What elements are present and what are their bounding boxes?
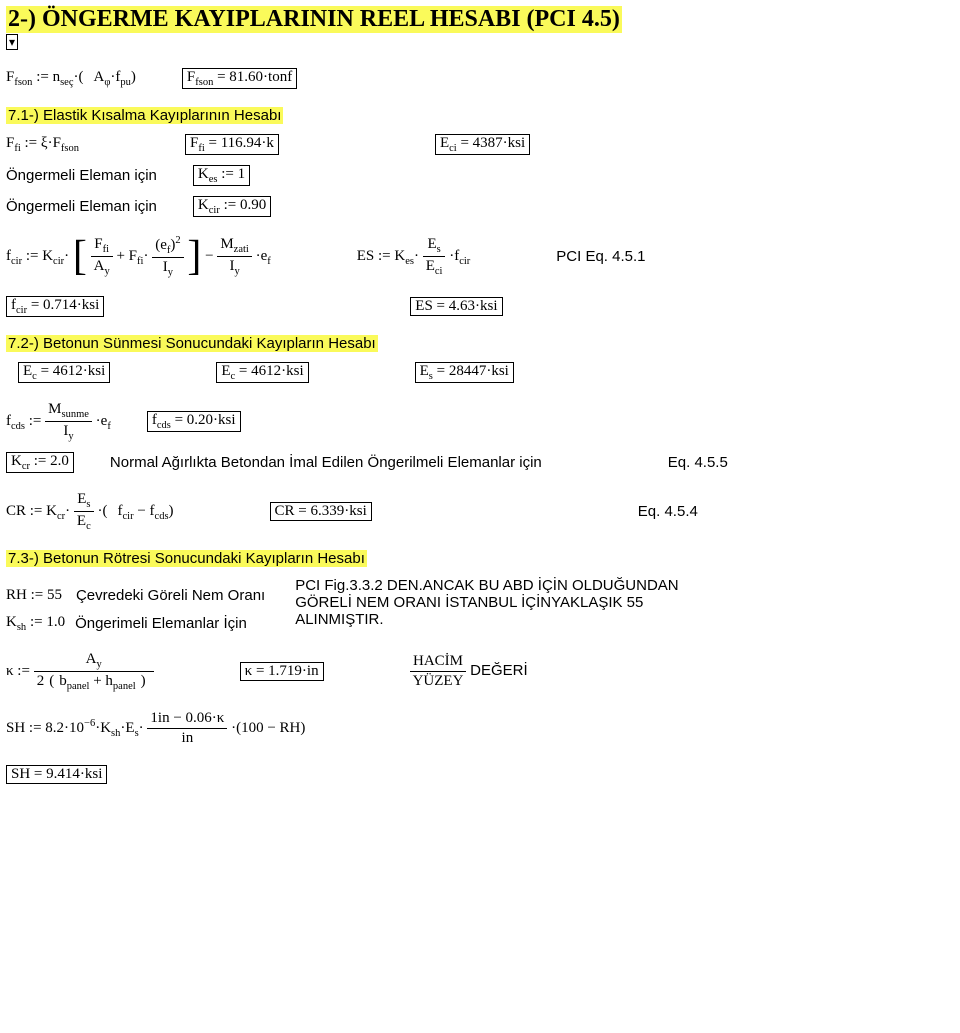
row-fcir-es: fcir := Kcir· [ FfiAy + Ffi· (ef)2Iy ] −… [6, 235, 954, 278]
row-fcds: fcds := MsunmeIy ·ef fcds = 0.20·ksi [6, 401, 954, 442]
ksh-def: Ksh := 1.0 [6, 614, 65, 633]
kcr-def: Kcr := 2.0 [6, 452, 74, 473]
kes-val: Kes := 1 [193, 165, 250, 186]
eq454: Eq. 4.5.4 [638, 503, 698, 520]
kcir-val: Kcir := 0.90 [193, 196, 271, 217]
kes-label: Öngermeli Eleman için [6, 167, 157, 184]
es-val: ES = 4.63·ksi [410, 297, 502, 316]
row-kes: Öngermeli Eleman için Kes := 1 [6, 165, 954, 186]
ffi-val: Ffi = 116.94·k [185, 134, 279, 155]
kappa-def: κ := Ay2(bpanel + hpanel) [6, 651, 154, 692]
pci-451: PCI Eq. 4.5.1 [556, 248, 645, 265]
row-kcir: Öngermeli Eleman için Kcir := 0.90 [6, 196, 954, 217]
sh-val: SH = 9.414·ksi [6, 765, 107, 784]
heading-71: 7.1-) Elastik Kısalma Kayıplarının Hesab… [6, 107, 954, 124]
title-text: 2-) ÖNGERME KAYIPLARININ REEL HESABI (PC… [6, 6, 622, 33]
kappa-val: κ = 1.719·in [240, 662, 324, 681]
ffson-def: Ffson := nseç·(Aφ·fpu) [6, 69, 146, 88]
heading-73: 7.3-) Betonun Rötresi Sonucundaki Kayıpl… [6, 550, 954, 567]
row-sh-def: SH := 8.2·10−6·Ksh·Es· 1in − 0.06·κin ·(… [6, 710, 954, 747]
hacim-ratio: HACİMYÜZEY DEĞERİ [410, 653, 528, 690]
row-fcir-val: fcir = 0.714·ksi ES = 4.63·ksi [6, 296, 954, 317]
esmod: Es = 28447·ksi [415, 362, 514, 383]
page-title: 2-) ÖNGERME KAYIPLARININ REEL HESABI (PC… [6, 6, 954, 33]
cr-val: CR = 6.339·ksi [270, 502, 372, 521]
row-rh: RH := 55 Çevredeki Göreli Nem Oranı Ksh … [6, 577, 954, 633]
hacim-deg: DEĞERİ [470, 662, 528, 679]
row-ffson: Ffson := nseç·(Aφ·fpu) Ffson = 81.60·ton… [6, 68, 954, 89]
row-moduli: Ec = 4612·ksi Ec = 4612·ksi Es = 28447·k… [6, 362, 954, 383]
row-kcr: Kcr := 2.0 Normal Ağırlıkta Betondan İma… [6, 452, 954, 473]
rh-note: Çevredeki Göreli Nem Oranı [76, 587, 265, 604]
pci-note: PCI Fig.3.3.2 DEN.ANCAK BU ABD İÇİN OLDU… [295, 577, 725, 628]
ec1: Ec = 4612·ksi [18, 362, 110, 383]
es-def: ES := Kes· EsEci ·fcir [357, 236, 471, 277]
kcir-label: Öngermeli Eleman için [6, 198, 157, 215]
fcir-val: fcir = 0.714·ksi [6, 296, 104, 317]
eci-val: Eci = 4387·ksi [435, 134, 530, 155]
heading-72: 7.2-) Betonun Sünmesi Sonucundaki Kayıpl… [6, 335, 954, 352]
dropdown-icon[interactable]: ▾ [6, 34, 18, 50]
row-ffi: Ffi := ξ·Ffson Ffi = 116.94·k Eci = 4387… [6, 134, 954, 155]
row-cr: CR := Kcr· EsEc ·(fcir − fcds) CR = 6.33… [6, 491, 954, 532]
ffi-def: Ffi := ξ·Ffson [6, 135, 79, 154]
ec2: Ec = 4612·ksi [216, 362, 308, 383]
eq455: Eq. 4.5.5 [668, 454, 728, 471]
heading-73-text: 7.3-) Betonun Rötresi Sonucundaki Kayıpl… [6, 550, 367, 567]
fcir-def: fcir := Kcir· [ FfiAy + Ffi· (ef)2Iy ] −… [6, 235, 271, 278]
ffson-val: Ffson = 81.60·tonf [182, 68, 297, 89]
cr-def: CR := Kcr· EsEc ·(fcir − fcds) [6, 491, 184, 532]
heading-71-text: 7.1-) Elastik Kısalma Kayıplarının Hesab… [6, 107, 283, 124]
kcr-note: Normal Ağırlıkta Betondan İmal Edilen Ön… [110, 454, 542, 471]
heading-72-text: 7.2-) Betonun Sünmesi Sonucundaki Kayıpl… [6, 335, 378, 352]
rh-def: RH := 55 [6, 587, 62, 604]
fcds-def: fcds := MsunmeIy ·ef [6, 401, 111, 442]
fcds-val: fcds = 0.20·ksi [147, 411, 241, 432]
ksh-note: Öngerimeli Elemanlar İçin [75, 615, 247, 632]
row-kappa: κ := Ay2(bpanel + hpanel) κ = 1.719·in H… [6, 651, 954, 692]
row-sh-val: SH = 9.414·ksi [6, 765, 954, 784]
